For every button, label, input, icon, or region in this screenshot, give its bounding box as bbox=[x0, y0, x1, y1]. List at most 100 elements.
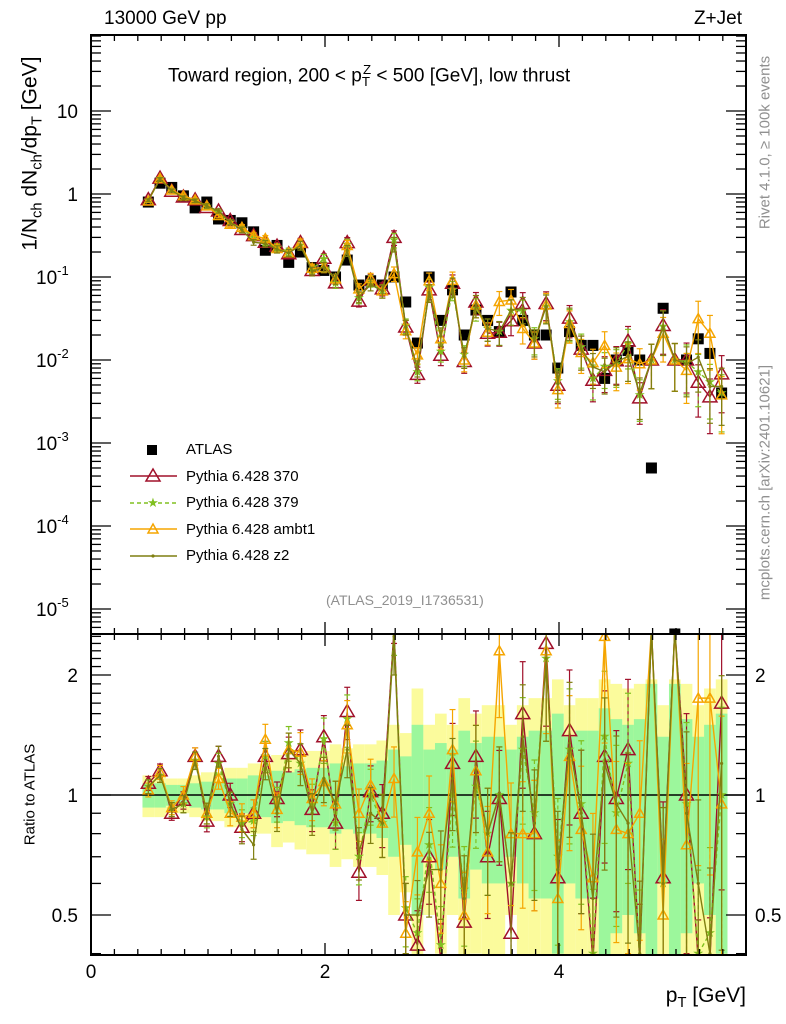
x-tick-label: 0 bbox=[86, 962, 97, 983]
z2-marker bbox=[275, 247, 279, 251]
ratio-y-axis-label: Ratio to ATLAS bbox=[21, 743, 39, 846]
z2-marker bbox=[322, 265, 326, 269]
z2-marker bbox=[509, 881, 513, 886]
p370-marker bbox=[198, 812, 216, 827]
ratio-y-tick-label-right: 0.5 bbox=[755, 906, 781, 927]
z2-marker bbox=[532, 821, 537, 825]
z2-marker bbox=[205, 204, 209, 208]
z2-marker bbox=[614, 802, 618, 806]
z2-marker bbox=[380, 289, 384, 293]
z2-marker bbox=[638, 391, 642, 395]
z2-marker bbox=[146, 198, 150, 202]
ambt1-marker bbox=[691, 691, 705, 703]
y-tick-label: 10-5 bbox=[36, 595, 69, 621]
ambt1-marker bbox=[516, 827, 530, 839]
ambt1-marker bbox=[259, 732, 272, 744]
z2-marker bbox=[474, 303, 478, 307]
z2-marker bbox=[369, 811, 373, 815]
ratio-band-inner bbox=[282, 772, 295, 822]
z2-main-line bbox=[147, 177, 722, 396]
z2-marker bbox=[462, 896, 466, 901]
z2-marker bbox=[310, 811, 314, 815]
z2-marker bbox=[544, 304, 548, 309]
z2-marker bbox=[439, 867, 443, 872]
z2-marker bbox=[310, 269, 314, 273]
y-tick-exponent: -1 bbox=[57, 263, 69, 278]
z2-marker bbox=[497, 329, 501, 334]
p379-marker: ★ bbox=[318, 251, 330, 266]
z2-marker bbox=[556, 867, 560, 872]
z2-marker bbox=[591, 896, 595, 901]
atlas-data-point bbox=[669, 628, 681, 634]
z2-marker bbox=[345, 747, 349, 752]
ylabel-sub: ch bbox=[29, 202, 46, 218]
ylabel-part: dN bbox=[18, 169, 42, 203]
title-sup: Z bbox=[362, 62, 372, 77]
ylabel-sub: ch bbox=[29, 154, 46, 170]
ylabel-part: /dp bbox=[18, 125, 42, 155]
z2-marker bbox=[275, 811, 279, 815]
ratio-panel: ★★★★★★★★★★★★★★★★★★★★★★★★★★★★★★★★★★★★★★★★… bbox=[91, 634, 746, 955]
y-tick-exponent: -2 bbox=[57, 346, 69, 361]
main-panel: ★★★★★★★★★★★★★★★★★★★★★★★★★★★★★★★★★★★★★★★★… bbox=[140, 169, 730, 634]
ratio-band-inner bbox=[259, 775, 272, 818]
p379-marker: ★ bbox=[435, 937, 447, 952]
z2-marker bbox=[240, 228, 244, 232]
ambt1-marker bbox=[223, 806, 237, 818]
z2-marker bbox=[404, 325, 408, 329]
z2-marker bbox=[252, 240, 256, 244]
ambt1-marker bbox=[422, 806, 436, 818]
z2-marker bbox=[521, 306, 525, 310]
y-tick-label: 10-1 bbox=[36, 263, 69, 289]
x-tick-label: 2 bbox=[320, 962, 331, 983]
z2-marker bbox=[626, 354, 630, 359]
y-tick-label: 1 bbox=[67, 185, 78, 206]
title-text-post: < 500 [GeV], low thrust bbox=[371, 65, 571, 87]
x-axis-label: pT [GeV] bbox=[666, 984, 746, 1011]
z2-marker bbox=[181, 802, 186, 806]
z2-marker bbox=[427, 867, 431, 872]
legend-entry-atlas: ATLAS bbox=[186, 441, 233, 458]
ylabel-part: [GeV] bbox=[18, 56, 42, 117]
p370-marker bbox=[643, 634, 660, 635]
ambt1-marker bbox=[247, 806, 260, 818]
ylabel-sub: T bbox=[29, 116, 46, 126]
y-tick-label: 10-2 bbox=[36, 346, 69, 372]
atlas-data-point bbox=[400, 296, 412, 308]
ratio-y-tick-label-right: 2 bbox=[755, 666, 766, 687]
legend-entry-370: Pythia 6.428 370 bbox=[186, 467, 299, 485]
z2-marker bbox=[369, 282, 373, 287]
y-tick-label: 10-4 bbox=[36, 512, 69, 538]
legend-atlas-marker bbox=[147, 445, 157, 455]
z2-ratio-line bbox=[147, 634, 723, 954]
z2-marker bbox=[216, 209, 221, 213]
ambt1-marker bbox=[703, 326, 717, 339]
z2-marker bbox=[720, 384, 724, 389]
z2-marker bbox=[486, 326, 490, 331]
z2-marker bbox=[415, 913, 420, 917]
xlabel-part: p bbox=[665, 984, 678, 1007]
ambt1-marker bbox=[598, 338, 611, 351]
y-tick-base: 10 bbox=[36, 268, 57, 289]
ratio-y-tick-label-left: 2 bbox=[67, 666, 78, 687]
z2-marker bbox=[146, 784, 150, 789]
z2-marker bbox=[649, 358, 654, 362]
y-tick-base: 10 bbox=[36, 351, 57, 372]
atlas-data-point bbox=[166, 181, 178, 193]
z2-marker bbox=[333, 277, 338, 281]
y-tick-exponent: -5 bbox=[57, 595, 69, 610]
y-tick-base: 1 bbox=[67, 185, 78, 206]
ratio-band-inner bbox=[540, 730, 552, 899]
ambt1-marker bbox=[633, 806, 647, 818]
ambt1-marker bbox=[212, 771, 225, 784]
y-tick-label: 10-3 bbox=[36, 429, 69, 455]
z2-marker bbox=[181, 196, 186, 200]
ambt1-marker bbox=[703, 691, 717, 703]
atlas-data-point bbox=[341, 254, 353, 266]
atlas-data-point bbox=[645, 462, 657, 474]
p379-ratio-line bbox=[147, 634, 723, 955]
z2-marker bbox=[415, 366, 420, 370]
z2-marker bbox=[497, 793, 501, 797]
atlas-data-point bbox=[259, 244, 271, 256]
